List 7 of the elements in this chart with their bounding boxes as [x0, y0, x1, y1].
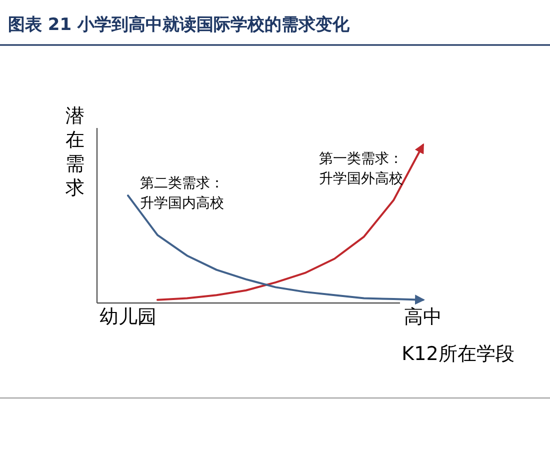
series-label: 第一类需求：升学国外高校 [319, 151, 403, 187]
x-tick-label: 高中 [404, 306, 442, 328]
x-tick-label: 幼儿园 [100, 306, 156, 328]
chart-title: 图表 21 小学到高中就读国际学校的需求变化 [8, 15, 350, 35]
x-axis-title: K12所在学段 [402, 343, 514, 365]
y-axis-title: 潜在需求 [66, 105, 84, 199]
series-label: 第二类需求：升学国内高校 [140, 176, 224, 212]
